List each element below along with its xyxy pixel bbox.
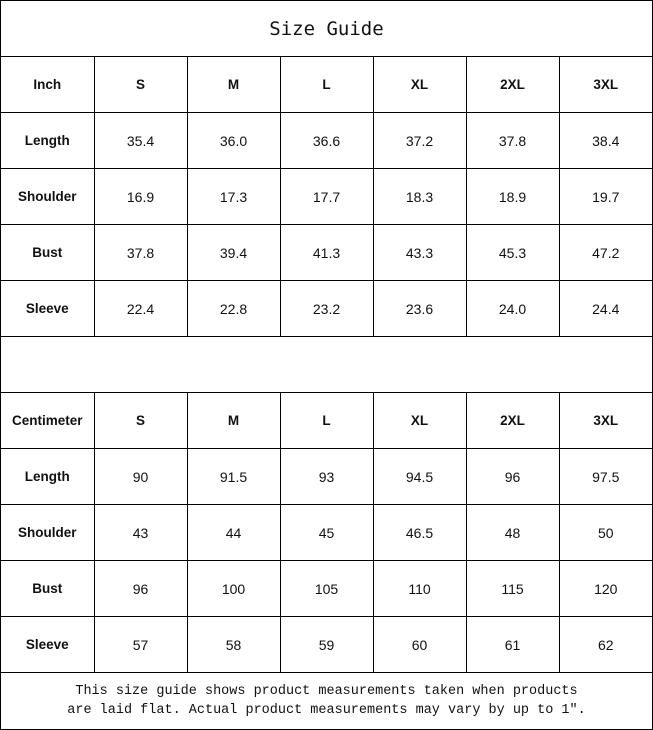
table-cell: 60: [372, 616, 467, 673]
size-header: S: [93, 393, 188, 449]
table-cell: 17.7: [279, 168, 374, 225]
table-cell: 23.6: [372, 280, 467, 337]
unit-header: Inch: [1, 57, 95, 113]
size-header: XL: [372, 57, 467, 113]
size-header: 3XL: [558, 393, 652, 449]
table-cell: 96: [465, 448, 560, 505]
table-cell: 43.3: [372, 224, 467, 281]
table-cell: 24.4: [558, 280, 652, 337]
table-cell: 91.5: [186, 448, 281, 505]
table-cell: 110: [372, 560, 467, 617]
table-cell: 22.4: [93, 280, 188, 337]
measurement-label: Bust: [1, 560, 95, 617]
measurement-label: Shoulder: [1, 168, 95, 225]
table-cell: 36.0: [186, 112, 281, 169]
size-header: XL: [372, 393, 467, 449]
page-title: Size Guide: [1, 1, 652, 57]
table-cell: 45.3: [465, 224, 560, 281]
measurement-label: Sleeve: [1, 280, 95, 337]
table-cell: 62: [558, 616, 652, 673]
measurement-label: Bust: [1, 224, 95, 281]
note-line-1: This size guide shows product measuremen…: [75, 684, 578, 699]
table-cell: 18.9: [465, 168, 560, 225]
measurement-label: Length: [1, 112, 95, 169]
size-header: M: [186, 57, 281, 113]
table-cell: 93: [279, 448, 374, 505]
measurement-label: Sleeve: [1, 616, 95, 673]
size-header: M: [186, 393, 281, 449]
table-cell: 37.8: [465, 112, 560, 169]
size-header: L: [279, 57, 374, 113]
table-cell: 48: [465, 504, 560, 561]
table-cell: 24.0: [465, 280, 560, 337]
table-cell: 35.4: [93, 112, 188, 169]
table-row: Shoulder 43 44 45 46.5 48 50: [1, 504, 652, 561]
table-cell: 94.5: [372, 448, 467, 505]
measurement-label: Length: [1, 448, 95, 505]
table-row: Sleeve 22.4 22.8 23.2 23.6 24.0 24.4: [1, 280, 652, 337]
table-cell: 120: [558, 560, 652, 617]
size-header: 3XL: [558, 57, 652, 113]
table-cell: 19.7: [558, 168, 652, 225]
table-cell: 59: [279, 616, 374, 673]
table-cell: 18.3: [372, 168, 467, 225]
table-cell: 37.2: [372, 112, 467, 169]
table-row: Shoulder 16.9 17.3 17.7 18.3 18.9 19.7: [1, 168, 652, 225]
inch-table: Inch S M L XL 2XL 3XL Length 35.4 36.0 36.6 37.2 37.…: [1, 57, 652, 337]
table-cell: 43: [93, 504, 188, 561]
size-header: 2XL: [465, 393, 560, 449]
table-cell: 23.2: [279, 280, 374, 337]
table-cell: 16.9: [93, 168, 188, 225]
table-cell: 46.5: [372, 504, 467, 561]
unit-header: Centimeter: [1, 393, 95, 449]
measurement-label: Shoulder: [1, 504, 95, 561]
table-cell: 50: [558, 504, 652, 561]
header-row: Centimeter S M L XL 2XL 3XL: [1, 393, 652, 449]
table-row: Bust 37.8 39.4 41.3 43.3 45.3 47.2: [1, 224, 652, 281]
table-row: Length 35.4 36.0 36.6 37.2 37.8 38.4: [1, 112, 652, 169]
table-cell: 96: [93, 560, 188, 617]
table-cell: 105: [279, 560, 374, 617]
table-cell: 58: [186, 616, 281, 673]
table-cell: 44: [186, 504, 281, 561]
table-cell: 22.8: [186, 280, 281, 337]
table-cell: 17.3: [186, 168, 281, 225]
table-cell: 38.4: [558, 112, 652, 169]
table-row: Length 90 91.5 93 94.5 96 97.5: [1, 448, 652, 505]
table-cell: 37.8: [93, 224, 188, 281]
size-header: L: [279, 393, 374, 449]
size-header: S: [93, 57, 188, 113]
table-cell: 97.5: [558, 448, 652, 505]
table-cell: 41.3: [279, 224, 374, 281]
table-cell: 90: [93, 448, 188, 505]
header-row: Inch S M L XL 2XL 3XL: [1, 57, 652, 113]
spacer-row: [1, 337, 652, 393]
table-row: Sleeve 57 58 59 60 61 62: [1, 616, 652, 673]
measurement-note: This size guide shows product measuremen…: [1, 673, 652, 729]
table-cell: 39.4: [186, 224, 281, 281]
table-cell: 45: [279, 504, 374, 561]
table-cell: 47.2: [558, 224, 652, 281]
table-row: Bust 96 100 105 110 115 120: [1, 560, 652, 617]
table-cell: 100: [186, 560, 281, 617]
table-cell: 57: [93, 616, 188, 673]
centimeter-table: Centimeter S M L XL 2XL 3XL Length 90 91.5 93 94.5 9…: [1, 393, 652, 673]
table-cell: 61: [465, 616, 560, 673]
table-cell: 36.6: [279, 112, 374, 169]
note-line-2: are laid flat. Actual product measuremen…: [67, 703, 586, 718]
table-cell: 115: [465, 560, 560, 617]
size-header: 2XL: [465, 57, 560, 113]
